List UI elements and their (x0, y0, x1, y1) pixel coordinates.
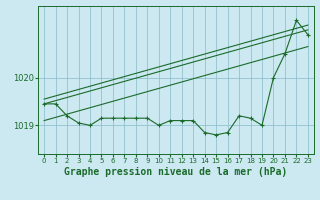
X-axis label: Graphe pression niveau de la mer (hPa): Graphe pression niveau de la mer (hPa) (64, 167, 288, 177)
